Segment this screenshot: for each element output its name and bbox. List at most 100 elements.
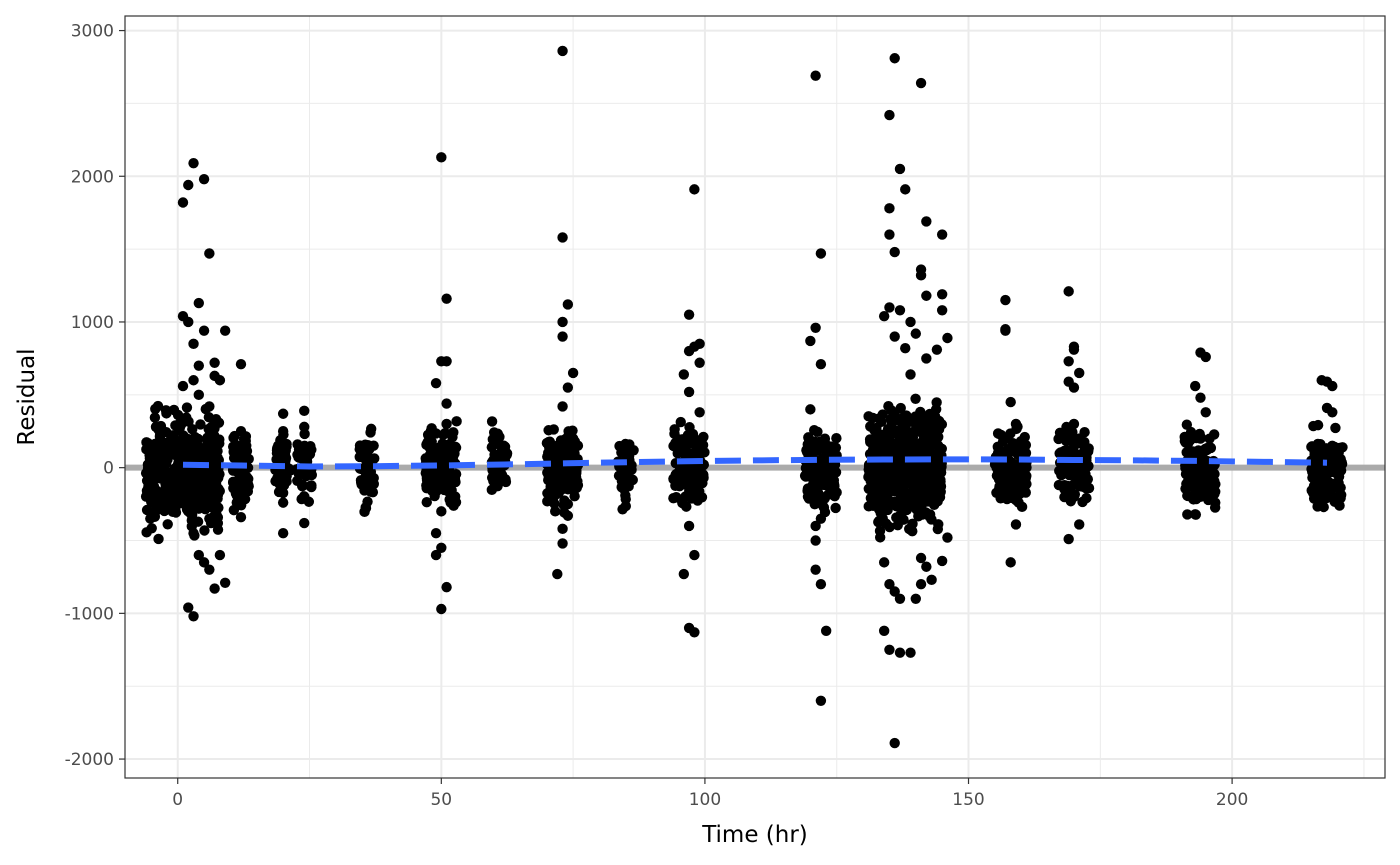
data-point <box>996 463 1007 474</box>
data-point <box>1316 477 1327 488</box>
data-point <box>299 455 310 466</box>
data-point <box>1330 422 1341 434</box>
data-point <box>178 468 189 479</box>
data-point <box>187 469 198 480</box>
data-point <box>299 491 310 503</box>
data-point <box>874 532 886 543</box>
data-point <box>620 490 631 501</box>
data-point <box>557 45 568 57</box>
data-point <box>548 492 559 503</box>
data-point <box>199 525 210 536</box>
data-point <box>873 482 884 493</box>
data-point <box>209 583 220 594</box>
data-point <box>1000 325 1011 336</box>
data-point <box>205 433 216 444</box>
data-point <box>447 431 458 443</box>
data-point <box>277 408 289 419</box>
data-point <box>901 498 912 509</box>
data-point <box>1003 447 1015 458</box>
data-point <box>562 498 574 510</box>
data-point <box>235 426 247 437</box>
data-point <box>362 468 373 479</box>
data-point <box>821 480 832 491</box>
y-tick-label: -1000 <box>65 604 114 624</box>
data-point <box>164 491 175 502</box>
data-point <box>550 506 561 517</box>
data-point <box>894 647 906 658</box>
data-point <box>1016 501 1028 513</box>
data-point <box>183 316 194 328</box>
data-point <box>242 486 254 497</box>
data-point <box>149 412 161 423</box>
data-point <box>447 450 458 461</box>
data-point <box>885 428 896 440</box>
data-point <box>177 432 189 444</box>
data-point <box>1068 418 1080 430</box>
data-point <box>1072 473 1083 484</box>
data-point <box>691 445 703 456</box>
data-point <box>889 408 900 419</box>
data-point <box>886 416 898 428</box>
data-point <box>884 109 895 121</box>
data-point <box>203 423 214 435</box>
data-point <box>434 483 446 494</box>
data-point <box>920 507 932 518</box>
data-point <box>446 485 457 496</box>
data-point <box>889 246 900 258</box>
smooth-trend-line <box>182 456 1328 470</box>
data-point <box>235 512 247 523</box>
data-point <box>880 518 892 529</box>
data-point <box>562 510 574 521</box>
data-point <box>1321 488 1333 500</box>
data-point <box>905 369 916 380</box>
data-point <box>805 448 817 460</box>
data-point <box>188 157 199 169</box>
data-point <box>936 229 948 240</box>
data-point <box>1318 465 1330 476</box>
data-point <box>923 464 934 476</box>
data-point <box>907 518 918 530</box>
data-point <box>293 444 305 455</box>
data-point <box>441 418 452 430</box>
data-point <box>140 467 152 479</box>
data-point <box>204 474 215 485</box>
data-point <box>209 491 220 502</box>
data-point <box>921 476 932 487</box>
data-point <box>1008 461 1019 472</box>
data-point <box>932 523 944 535</box>
data-point <box>682 468 693 480</box>
data-point <box>567 444 579 455</box>
data-point <box>198 325 210 336</box>
data-point <box>188 611 199 622</box>
data-point <box>198 173 210 185</box>
data-point <box>1329 496 1340 507</box>
data-point <box>907 468 918 480</box>
data-point <box>193 297 205 309</box>
y-axis: -2000 -1000 0 1000 2000 3000 <box>65 22 125 770</box>
data-point <box>828 478 840 490</box>
data-point <box>559 472 571 483</box>
data-point <box>894 593 906 604</box>
data-points <box>140 45 1348 749</box>
data-point <box>557 331 568 342</box>
data-point <box>557 316 568 328</box>
data-point <box>299 405 310 417</box>
data-point <box>873 413 885 424</box>
minor-grid <box>125 16 1385 778</box>
data-point <box>815 248 827 259</box>
data-point <box>1208 429 1220 440</box>
data-point <box>168 439 179 450</box>
data-point <box>889 737 900 749</box>
y-axis-title: Residual <box>14 348 40 445</box>
data-point <box>935 486 946 498</box>
data-point <box>147 491 158 503</box>
data-point <box>299 517 310 529</box>
data-point <box>875 441 887 452</box>
data-point <box>810 535 821 546</box>
data-point <box>915 270 927 281</box>
data-point <box>1068 344 1080 355</box>
data-point <box>910 593 921 604</box>
data-point <box>1083 460 1094 472</box>
plot-background <box>125 16 1385 778</box>
data-point <box>198 557 210 568</box>
